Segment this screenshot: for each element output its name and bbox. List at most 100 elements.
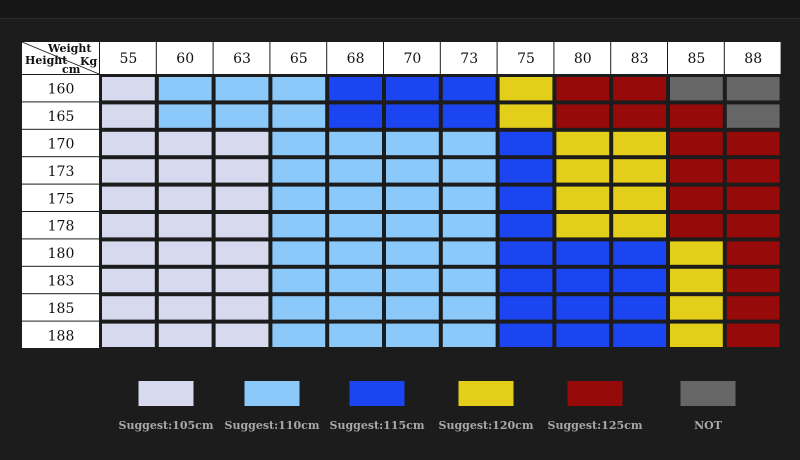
- heatmap-cell: [499, 186, 553, 210]
- heatmap-cell: [726, 77, 780, 101]
- heatmap-cell: [556, 241, 610, 265]
- heatmap-cell: [670, 214, 723, 238]
- heatmap-cell: [499, 131, 553, 156]
- top-edge-band: [0, 0, 800, 19]
- legend-swatch: [138, 381, 194, 406]
- heatmap-cell: [272, 296, 326, 320]
- height-header-label: 180: [48, 246, 75, 262]
- heatmap-cell: [442, 159, 496, 183]
- heatmap-cell: [386, 214, 439, 238]
- height-header-cell: [22, 266, 99, 294]
- weight-header-label: 80: [574, 51, 592, 67]
- heatmap-cell: [215, 296, 269, 320]
- heatmap-cell: [670, 241, 723, 265]
- heatmap-cell: [386, 159, 439, 183]
- heatmap-cell: [329, 186, 382, 210]
- heatmap-cell: [670, 131, 723, 156]
- height-header-cell: [22, 102, 99, 129]
- heatmap-cell: [329, 268, 382, 293]
- heatmap-cell: [613, 296, 666, 320]
- heatmap-cell: [726, 296, 780, 320]
- weight-header-label: 73: [460, 51, 478, 67]
- heatmap-cell: [613, 268, 666, 293]
- heatmap-cell: [442, 131, 496, 156]
- weight-header-label: 55: [119, 51, 137, 67]
- weight-header-cell: [270, 42, 327, 74]
- height-header-cell: [22, 294, 99, 321]
- heatmap-cell: [158, 323, 212, 347]
- heatmap-cell: [272, 268, 326, 293]
- height-header-label: 170: [48, 137, 75, 153]
- heatmap-cell: [329, 77, 382, 101]
- heatmap-cell: [272, 323, 326, 347]
- heatmap-cell: [499, 159, 553, 183]
- height-header-cell: [22, 184, 99, 211]
- weight-header-label: 60: [176, 51, 194, 67]
- height-header-label: 188: [48, 328, 75, 344]
- weight-header-label: 65: [290, 51, 308, 67]
- legend-label: Suggest:110cm: [225, 419, 320, 432]
- weight-header-cell: [100, 42, 156, 74]
- heatmap-cell: [556, 131, 610, 156]
- heatmap-cell: [329, 214, 382, 238]
- heatmap-cell: [499, 268, 553, 293]
- heatmap-cell: [556, 296, 610, 320]
- weight-header-cell: [156, 42, 213, 74]
- heatmap-cell: [158, 159, 212, 183]
- heatmap-cell: [556, 104, 610, 128]
- heatmap-cell: [386, 268, 439, 293]
- heatmap-cell: [215, 186, 269, 210]
- weight-header-cell: [327, 42, 383, 74]
- height-header-cell: [22, 129, 99, 157]
- heatmap-cell: [215, 159, 269, 183]
- heatmap-cell: [613, 241, 666, 265]
- legend-label: Suggest:105cm: [119, 419, 214, 432]
- legend-label: Suggest:125cm: [548, 419, 643, 432]
- height-header-label: 178: [48, 219, 75, 235]
- heatmap-cell: [726, 131, 780, 156]
- height-header-label: 173: [48, 164, 75, 180]
- weight-header-label: 88: [744, 51, 762, 67]
- heatmap-cell: [215, 131, 269, 156]
- heatmap-cell: [158, 104, 212, 128]
- corner-cm-label: cm: [62, 63, 81, 76]
- heatmap-cell: [613, 323, 666, 347]
- heatmap-cell: [499, 296, 553, 320]
- corner-diagonal: [21, 41, 100, 75]
- heatmap-cell: [386, 323, 439, 347]
- legend-swatch: [458, 381, 514, 406]
- heatmap-cell: [726, 214, 780, 238]
- heatmap-cell: [556, 186, 610, 210]
- heatmap-cell: [613, 159, 666, 183]
- heatmap-cell: [726, 268, 780, 293]
- height-header-label: 175: [48, 191, 75, 207]
- weight-header-label: 83: [631, 51, 649, 67]
- heatmap-cell: [670, 296, 723, 320]
- heatmap-cell: [442, 296, 496, 320]
- heatmap-cell: [670, 268, 723, 293]
- heatmap-cell: [329, 159, 382, 183]
- height-header-label: 160: [48, 82, 75, 98]
- weight-header-label: 68: [347, 51, 365, 67]
- heatmap-cell: [726, 323, 780, 347]
- heatmap-cell: [670, 159, 723, 183]
- heatmap-cell: [726, 159, 780, 183]
- weight-header-cell: [724, 42, 781, 74]
- corner-kg-label: Kg: [80, 55, 98, 68]
- heatmap-cell: [215, 323, 269, 347]
- heatmap-cell: [613, 131, 666, 156]
- heatmap-cell: [386, 296, 439, 320]
- heatmap-cell: [102, 77, 155, 101]
- height-header-label: 185: [48, 301, 75, 317]
- heatmap-cell: [613, 214, 666, 238]
- heatmap-cell: [442, 214, 496, 238]
- heatmap-cell: [272, 241, 326, 265]
- heatmap-cell: [613, 104, 666, 128]
- heatmap-cell: [556, 214, 610, 238]
- heatmap-cell: [556, 77, 610, 101]
- legend-swatch: [244, 381, 300, 406]
- heatmap-cell: [670, 104, 723, 128]
- heatmap-cell: [499, 104, 553, 128]
